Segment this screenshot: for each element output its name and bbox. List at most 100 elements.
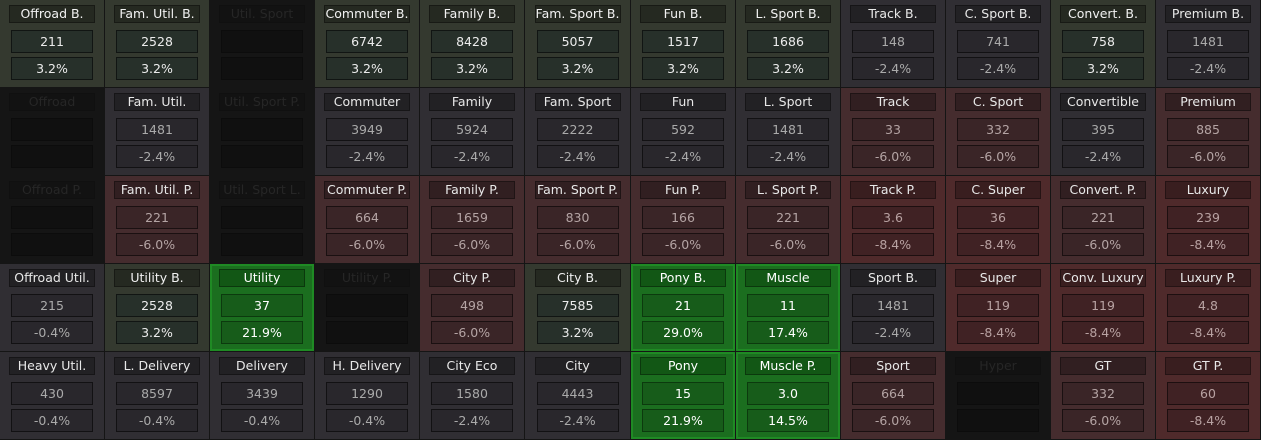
segment-name: Delivery — [219, 357, 305, 375]
segment-cell[interactable]: Fun P. 166 -6.0% — [631, 176, 736, 264]
segment-cell[interactable]: Luxury 239 -8.4% — [1156, 176, 1261, 264]
segment-cell[interactable]: L. Sport 1481 -2.4% — [736, 88, 841, 176]
segment-change: -8.4% — [957, 321, 1039, 344]
segment-cell[interactable]: Family 5924 -2.4% — [420, 88, 525, 176]
segment-cell[interactable]: Track P. 3.6 -8.4% — [841, 176, 946, 264]
segment-change: -8.4% — [1167, 409, 1249, 432]
segment-cell[interactable]: Convert. P. 221 -6.0% — [1051, 176, 1156, 264]
segment-cell[interactable]: L. Delivery 8597 -0.4% — [105, 352, 210, 440]
segment-cell[interactable]: H. Delivery 1290 -0.4% — [315, 352, 420, 440]
segment-cell[interactable]: L. Sport P. 221 -6.0% — [736, 176, 841, 264]
segment-cell[interactable]: Super 119 -8.4% — [946, 264, 1051, 352]
segment-name: Muscle — [745, 269, 831, 287]
segment-name: Offroad Util. — [9, 269, 95, 287]
segment-volume: 1481 — [1167, 30, 1249, 53]
segment-cell[interactable]: Commuter B. 6742 3.2% — [315, 0, 420, 88]
segment-cell[interactable]: Premium B. 1481 -2.4% — [1156, 0, 1261, 88]
segment-cell[interactable]: Utility B. 2528 3.2% — [105, 264, 210, 352]
segment-volume: 1517 — [642, 30, 724, 53]
segment-cell[interactable]: Muscle 11 17.4% — [736, 264, 841, 352]
segment-cell[interactable]: Fam. Util. P. 221 -6.0% — [105, 176, 210, 264]
segment-cell[interactable]: Utility P. — [315, 264, 420, 352]
segment-cell[interactable]: City Eco 1580 -2.4% — [420, 352, 525, 440]
segment-cell[interactable]: C. Sport 332 -6.0% — [946, 88, 1051, 176]
segment-volume: 4.8 — [1167, 294, 1249, 317]
segment-cell[interactable]: Delivery 3439 -0.4% — [210, 352, 315, 440]
segment-change: -2.4% — [431, 145, 513, 168]
segment-cell[interactable]: Track B. 148 -2.4% — [841, 0, 946, 88]
segment-cell[interactable]: GT P. 60 -8.4% — [1156, 352, 1261, 440]
segment-change: -2.4% — [642, 145, 724, 168]
segment-cell[interactable]: L. Sport B. 1686 3.2% — [736, 0, 841, 88]
segment-name: L. Sport P. — [745, 181, 831, 199]
segment-cell[interactable]: Fam. Sport B. 5057 3.2% — [525, 0, 631, 88]
segment-volume — [221, 30, 303, 53]
segment-cell[interactable]: Offroad B. 211 3.2% — [0, 0, 105, 88]
segment-cell[interactable]: Util. Sport L. — [210, 176, 315, 264]
segment-cell[interactable]: Track 33 -6.0% — [841, 88, 946, 176]
segment-cell[interactable]: Util. Sport P. — [210, 88, 315, 176]
segment-volume: 830 — [536, 206, 619, 229]
segment-name: Offroad B. — [9, 5, 95, 23]
segment-cell[interactable]: Convert. B. 758 3.2% — [1051, 0, 1156, 88]
segment-cell[interactable]: Commuter P. 664 -6.0% — [315, 176, 420, 264]
segment-cell[interactable]: City B. 7585 3.2% — [525, 264, 631, 352]
segment-change: 14.5% — [747, 409, 829, 432]
segment-cell[interactable]: Convertible 395 -2.4% — [1051, 88, 1156, 176]
segment-name: Muscle P. — [745, 357, 831, 375]
segment-cell[interactable]: C. Sport B. 741 -2.4% — [946, 0, 1051, 88]
segment-cell[interactable]: Fam. Util. B. 2528 3.2% — [105, 0, 210, 88]
segment-volume: 211 — [11, 30, 93, 53]
segment-name: Fun B. — [640, 5, 726, 23]
segment-volume: 1481 — [116, 118, 198, 141]
segment-cell[interactable]: Offroad Util. 215 -0.4% — [0, 264, 105, 352]
segment-cell[interactable]: Utility 37 21.9% — [210, 264, 315, 352]
segment-cell[interactable]: GT 332 -6.0% — [1051, 352, 1156, 440]
segment-volume: 664 — [852, 382, 934, 405]
segment-change: 3.2% — [642, 57, 724, 80]
segment-volume: 592 — [642, 118, 724, 141]
segment-cell[interactable]: Sport 664 -6.0% — [841, 352, 946, 440]
segment-volume: 1580 — [431, 382, 513, 405]
segment-volume: 1659 — [431, 206, 513, 229]
segment-cell[interactable]: Family B. 8428 3.2% — [420, 0, 525, 88]
segment-cell[interactable]: Hyper — [946, 352, 1051, 440]
segment-name: Track P. — [850, 181, 936, 199]
segment-name: Track B. — [850, 5, 936, 23]
segment-cell[interactable]: Commuter 3949 -2.4% — [315, 88, 420, 176]
segment-cell[interactable]: Luxury P. 4.8 -8.4% — [1156, 264, 1261, 352]
segment-volume: 8428 — [431, 30, 513, 53]
segment-cell[interactable]: Sport B. 1481 -2.4% — [841, 264, 946, 352]
segment-change — [221, 145, 303, 168]
segment-name: Utility B. — [114, 269, 200, 287]
segment-cell[interactable]: Conv. Luxury 119 -8.4% — [1051, 264, 1156, 352]
segment-cell[interactable]: Offroad P. — [0, 176, 105, 264]
segment-cell[interactable]: City 4443 -2.4% — [525, 352, 631, 440]
segment-change: 3.2% — [116, 57, 198, 80]
segment-cell[interactable]: Fam. Util. 1481 -2.4% — [105, 88, 210, 176]
segment-cell[interactable]: Offroad — [0, 88, 105, 176]
segment-cell[interactable]: Pony 15 21.9% — [631, 352, 736, 440]
segment-cell[interactable]: Fam. Sport P. 830 -6.0% — [525, 176, 631, 264]
segment-cell[interactable]: Premium 885 -6.0% — [1156, 88, 1261, 176]
segment-name: Super — [955, 269, 1041, 287]
segment-cell[interactable]: Pony B. 21 29.0% — [631, 264, 736, 352]
segment-cell[interactable]: City P. 498 -6.0% — [420, 264, 525, 352]
segment-cell[interactable]: Fun B. 1517 3.2% — [631, 0, 736, 88]
segment-cell[interactable]: Fam. Sport 2222 -2.4% — [525, 88, 631, 176]
segment-volume: 21 — [642, 294, 724, 317]
segment-change: 21.9% — [221, 321, 303, 344]
segment-change: -2.4% — [852, 57, 934, 80]
segment-change — [11, 145, 93, 168]
segment-name: H. Delivery — [324, 357, 410, 375]
segment-change: -8.4% — [852, 233, 934, 256]
segment-cell[interactable]: Muscle P. 3.0 14.5% — [736, 352, 841, 440]
segment-cell[interactable]: Heavy Util. 430 -0.4% — [0, 352, 105, 440]
segment-cell[interactable]: Util. Sport — [210, 0, 315, 88]
segment-cell[interactable]: Family P. 1659 -6.0% — [420, 176, 525, 264]
segment-name: Family B. — [429, 5, 515, 23]
segment-cell[interactable]: C. Super 36 -8.4% — [946, 176, 1051, 264]
segment-name: Premium — [1165, 93, 1251, 111]
segment-cell[interactable]: Fun 592 -2.4% — [631, 88, 736, 176]
